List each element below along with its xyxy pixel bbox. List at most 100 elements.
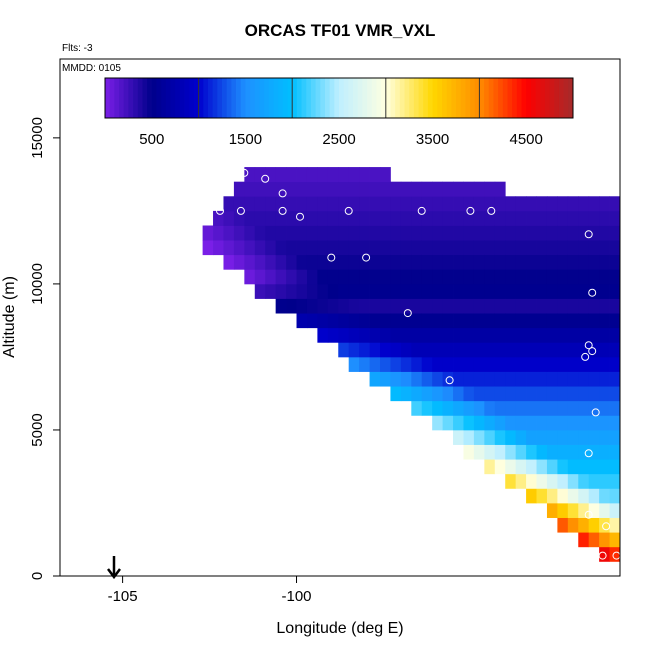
colorbar-segment <box>179 78 185 118</box>
heatmap-cell <box>463 342 475 358</box>
heatmap-cell <box>505 342 517 358</box>
heatmap-cell <box>526 473 537 489</box>
heatmap-cell <box>296 298 308 314</box>
heatmap-cell <box>359 269 370 285</box>
heatmap-cell <box>400 386 412 402</box>
heatmap-cell <box>536 371 548 387</box>
heatmap-cell <box>505 240 517 256</box>
heatmap-cell <box>411 356 423 372</box>
heatmap-cell <box>421 356 433 372</box>
colorbar-segment <box>217 78 223 118</box>
heatmap-cell <box>348 313 360 329</box>
heatmap-cell <box>286 254 297 270</box>
heatmap-cell <box>432 254 443 270</box>
heatmap-cell <box>254 254 266 270</box>
colorbar-segment <box>535 78 541 118</box>
heatmap-cell <box>421 225 433 241</box>
heatmap-cell <box>359 225 370 241</box>
heatmap-cell <box>432 415 443 431</box>
heatmap-cell <box>494 269 506 285</box>
heatmap-cell <box>609 210 621 226</box>
x-tick-label: -100 <box>282 588 312 605</box>
heatmap-cell <box>567 517 579 533</box>
heatmap-cell <box>473 196 485 212</box>
heatmap-cell <box>348 283 360 299</box>
heatmap-cell <box>546 283 558 299</box>
colorbar-segment <box>334 78 340 118</box>
heatmap-cell <box>463 415 475 431</box>
heatmap-cell <box>609 240 621 256</box>
measurement-point <box>216 206 224 215</box>
heatmap-cell <box>275 196 287 212</box>
heatmap-cell <box>515 254 527 270</box>
heatmap-cell <box>233 210 245 226</box>
measurement-point <box>296 212 304 221</box>
colorbar-segment <box>212 78 218 118</box>
heatmap-cell <box>453 400 464 416</box>
heatmap-cell <box>233 240 245 256</box>
heatmap-cell <box>578 210 590 226</box>
heatmap-cell <box>536 444 548 460</box>
colorbar-segment <box>437 78 443 118</box>
heatmap-cell <box>484 225 496 241</box>
heatmap-cell <box>453 210 464 226</box>
heatmap-cell <box>411 181 423 197</box>
heatmap-cell <box>526 415 537 431</box>
heatmap-cell <box>599 415 610 431</box>
colorbar-segment <box>189 78 195 118</box>
heatmap-cell <box>265 225 277 241</box>
heatmap-cell <box>390 371 402 387</box>
colorbar-segment <box>161 78 167 118</box>
heatmap-cell <box>567 356 579 372</box>
colorbar-segment <box>133 78 139 118</box>
heatmap-cell <box>400 283 412 299</box>
heatmap-cell <box>442 400 454 416</box>
heatmap-cell <box>567 444 579 460</box>
heatmap-cell <box>494 371 506 387</box>
heatmap-cell <box>411 196 423 212</box>
heatmap-cell <box>557 269 569 285</box>
heatmap-cell <box>536 356 548 372</box>
heatmap-cell <box>213 210 224 226</box>
heatmap-cell <box>369 181 381 197</box>
heatmap-cell <box>411 342 423 358</box>
colorbar-segment <box>493 78 499 118</box>
heatmap-cell <box>338 269 350 285</box>
heatmap-cell <box>473 429 485 445</box>
plot-frame <box>59 58 621 577</box>
heatmap-cell <box>473 356 485 372</box>
heatmap-cell <box>265 269 277 285</box>
heatmap-cell <box>526 459 537 475</box>
heatmap-cell <box>442 196 454 212</box>
heatmap-cell <box>578 342 590 358</box>
heatmap-cell <box>432 210 443 226</box>
heatmap-cell <box>453 298 464 314</box>
heatmap-cell <box>338 283 350 299</box>
heatmap-cell <box>494 444 506 460</box>
heatmap-cell <box>244 240 256 256</box>
heatmap-cell <box>526 444 537 460</box>
heatmap-cell <box>473 386 485 402</box>
colorbar-segment <box>226 78 232 118</box>
heatmap-cell <box>588 488 600 504</box>
heatmap-cell <box>567 240 579 256</box>
heatmap-cell <box>557 415 569 431</box>
heatmap-cell <box>567 210 579 226</box>
colorbar-segment <box>498 78 504 118</box>
colorbar-segment <box>413 78 419 118</box>
heatmap-cell <box>505 429 517 445</box>
heatmap-cell <box>494 240 506 256</box>
colorbar-segment <box>362 78 368 118</box>
heatmap-cell <box>484 400 496 416</box>
heatmap-cell <box>588 196 600 212</box>
heatmap-cell <box>275 254 287 270</box>
heatmap-cell <box>421 386 433 402</box>
heatmap-cell <box>536 473 548 489</box>
heatmap-cell <box>202 225 214 241</box>
colorbar-segment <box>151 78 157 118</box>
heatmap-cell <box>567 415 579 431</box>
heatmap-cell <box>484 283 496 299</box>
heatmap-cell <box>254 269 266 285</box>
heatmap-cell <box>286 283 297 299</box>
measurement-point <box>584 510 593 519</box>
